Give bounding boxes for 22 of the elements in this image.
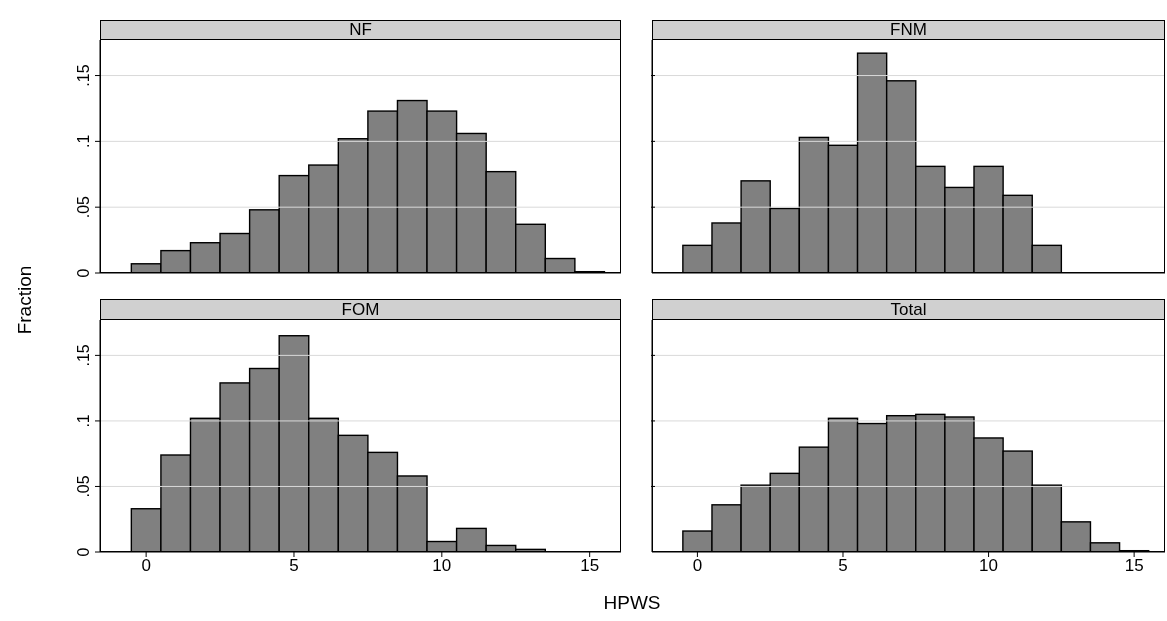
x-tick-label: 15 xyxy=(580,556,600,576)
y-tick-label: .15 xyxy=(75,344,92,367)
x-tick-label: 10 xyxy=(979,556,999,576)
x-tick-label: 15 xyxy=(1124,556,1144,576)
y-tick-label: 0 xyxy=(75,547,92,557)
x-tick-label: 0 xyxy=(692,556,703,576)
chart-title: FNM xyxy=(652,20,1165,40)
chart-title: Total xyxy=(652,299,1165,320)
y-tick-label: .1 xyxy=(75,414,92,428)
x-tick-label: 10 xyxy=(432,556,452,576)
y-tick-label: 0 xyxy=(75,268,92,278)
x-tick-label: 5 xyxy=(838,556,848,576)
y-tick-label: .1 xyxy=(75,134,92,149)
chart-title: NF xyxy=(100,20,621,40)
x-tick-label: 5 xyxy=(289,556,299,576)
y-tick-label: .05 xyxy=(75,195,92,219)
x-tick-label: 0 xyxy=(141,556,151,576)
y-tick-label: .15 xyxy=(75,64,92,87)
chart-title: FOM xyxy=(100,299,621,320)
y-tick-label: .05 xyxy=(75,475,92,498)
x-axis-title: HPWS xyxy=(603,592,661,614)
y-axis-title: Fraction xyxy=(14,265,36,335)
